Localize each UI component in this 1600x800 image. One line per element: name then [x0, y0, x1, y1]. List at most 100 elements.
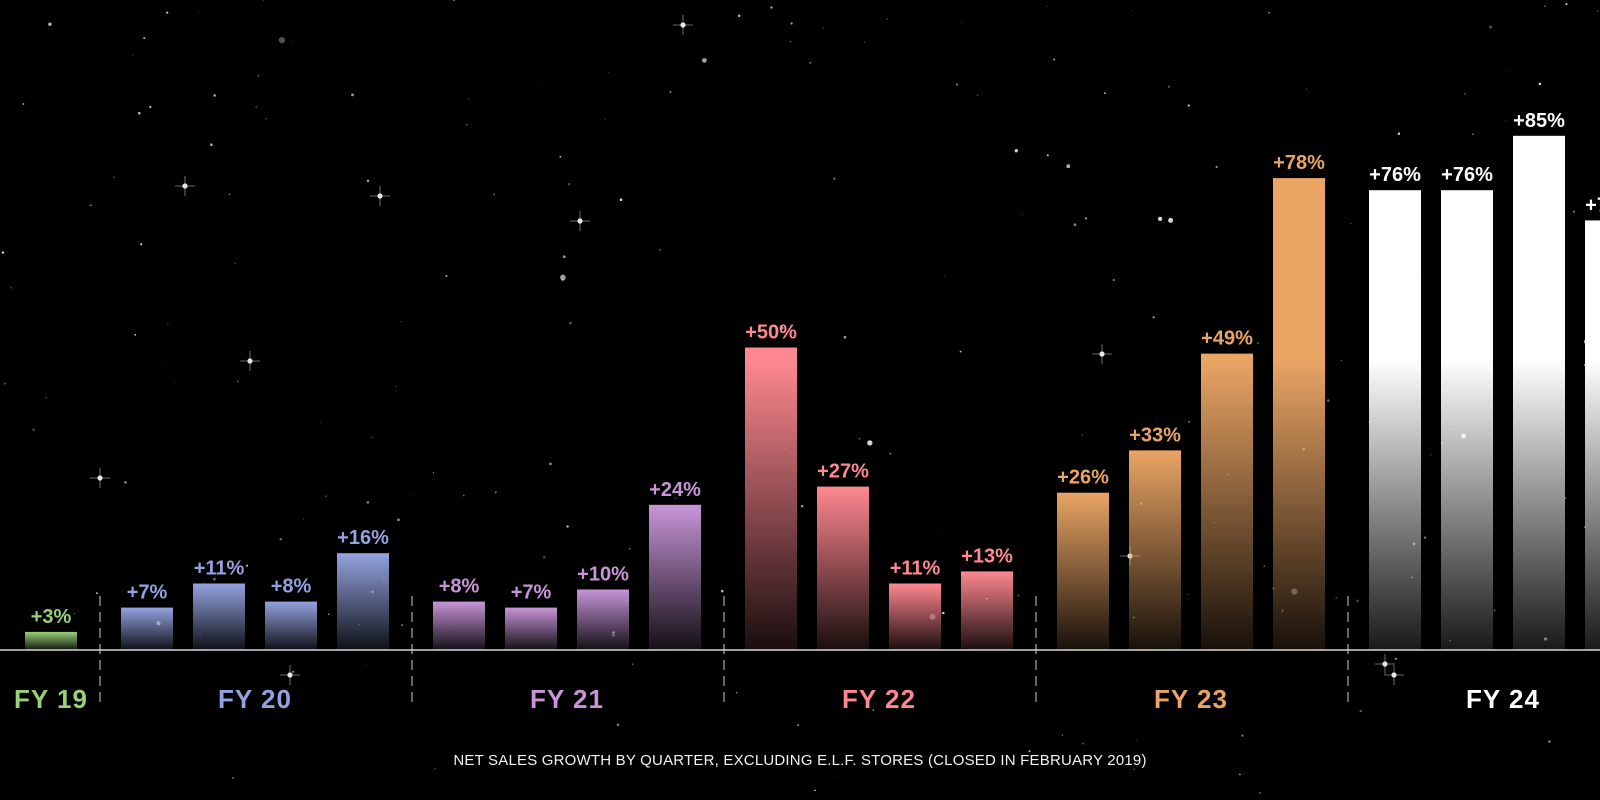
star [234, 262, 236, 264]
star [1340, 360, 1343, 362]
value-label-fy21-q2: +7% [511, 582, 552, 604]
star [32, 428, 35, 431]
star [569, 321, 572, 325]
star [466, 759, 468, 761]
star [631, 663, 634, 665]
star [3, 382, 6, 385]
star [95, 592, 98, 595]
star [1327, 399, 1330, 402]
star [1565, 3, 1568, 6]
value-label-fy21-q4: +24% [649, 479, 701, 501]
star [257, 75, 260, 77]
star [872, 709, 875, 711]
star [1084, 217, 1088, 220]
star [137, 111, 141, 115]
star [366, 501, 370, 504]
star [1423, 536, 1427, 539]
star [396, 385, 398, 387]
star [291, 41, 293, 43]
bar-fy24-q4 [1585, 220, 1600, 650]
star [1066, 164, 1071, 169]
value-label-fy20-q1: +7% [127, 582, 168, 604]
star [73, 612, 75, 615]
star [1335, 596, 1338, 599]
star [1187, 104, 1190, 107]
bar-fy21-q4 [649, 504, 701, 650]
star [366, 179, 370, 183]
star [1135, 740, 1137, 742]
value-label-fy22-q3: +11% [890, 558, 941, 580]
star [1268, 11, 1270, 14]
star [1508, 71, 1510, 72]
bar-fy21-q2 [505, 607, 557, 650]
star [140, 243, 143, 246]
star [174, 382, 175, 383]
star [164, 362, 166, 364]
star [1359, 709, 1362, 713]
star [1472, 133, 1474, 136]
star [1356, 599, 1359, 603]
bright-star [175, 176, 195, 196]
bright-star [280, 665, 300, 685]
star [1046, 5, 1048, 7]
star [942, 611, 945, 615]
star [1131, 10, 1132, 12]
star [325, 495, 327, 497]
bar-series [25, 135, 1600, 651]
star [886, 18, 888, 20]
star [616, 723, 620, 727]
star [1263, 565, 1266, 568]
star [279, 538, 282, 541]
star [1548, 740, 1551, 743]
star [397, 518, 400, 522]
bar-fy23-q4 [1273, 178, 1325, 650]
star [735, 691, 738, 694]
star [1306, 88, 1307, 90]
star [797, 724, 799, 726]
star [89, 204, 92, 207]
star [710, 763, 712, 766]
star [189, 151, 191, 153]
star [1046, 154, 1049, 157]
bar-fy21-q1 [433, 601, 485, 650]
star [468, 98, 470, 100]
star [1397, 132, 1401, 135]
star [434, 768, 436, 769]
star [659, 249, 661, 251]
star [1349, 222, 1352, 225]
fy-label-fy20: FY 20 [218, 684, 292, 714]
star [1017, 594, 1020, 597]
bar-fy20-q1 [121, 607, 173, 650]
star [674, 497, 677, 499]
star [566, 525, 569, 528]
star [1493, 609, 1496, 612]
star [124, 481, 127, 484]
star [955, 83, 959, 86]
bar-fy20-q4 [337, 553, 389, 650]
star [351, 93, 354, 97]
star [1215, 165, 1218, 169]
value-label-fy20-q3: +8% [271, 576, 312, 598]
bright-star [370, 186, 390, 206]
star [1188, 420, 1191, 423]
star [567, 183, 571, 186]
star [1430, 454, 1432, 456]
bar-fy22-q4 [961, 571, 1013, 650]
star [292, 670, 295, 673]
star [604, 118, 606, 120]
star [319, 421, 321, 423]
star [237, 380, 239, 383]
star [246, 564, 249, 567]
bar-fy19-q1 [25, 631, 77, 650]
star [669, 90, 672, 94]
star [1187, 593, 1189, 595]
star [790, 22, 793, 25]
star [213, 94, 216, 97]
star [203, 582, 204, 584]
star [543, 83, 545, 85]
value-label-fy22-q1: +50% [745, 322, 797, 344]
star [432, 472, 434, 474]
value-label-fy20-q4: +16% [337, 527, 389, 549]
star [944, 275, 945, 277]
bar-fy22-q1 [745, 347, 797, 650]
